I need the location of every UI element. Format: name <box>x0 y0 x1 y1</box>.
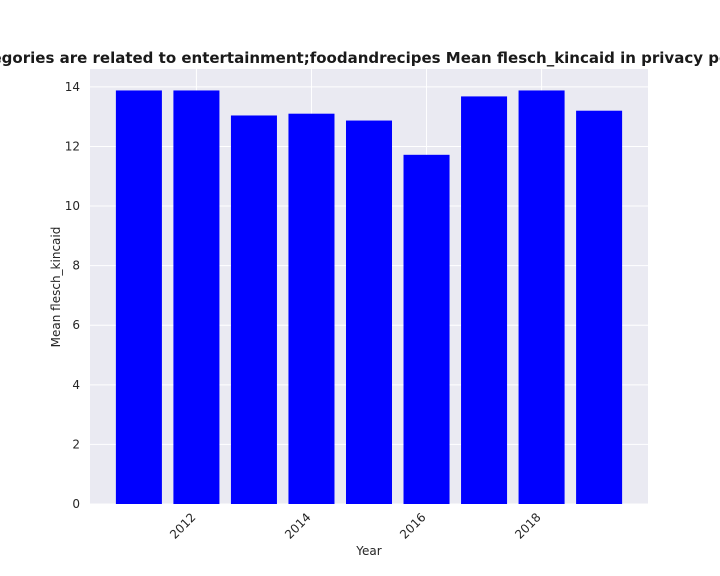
x-tick-label: 2018 <box>512 510 543 541</box>
y-tick-label: 2 <box>72 437 80 451</box>
y-tick-label: 6 <box>72 318 80 332</box>
x-tick-label: 2012 <box>167 510 198 541</box>
y-tick-label: 4 <box>72 378 80 392</box>
bar <box>345 120 393 504</box>
x-axis-ticks: 2012 2014 2016 2018 <box>167 510 544 541</box>
x-tick-label: 2016 <box>397 510 428 541</box>
y-tick-label: 10 <box>65 199 80 213</box>
bar <box>518 90 565 504</box>
y-tick-label: 14 <box>65 80 80 94</box>
bar <box>173 90 220 504</box>
x-axis-label: Year <box>355 544 381 558</box>
bar <box>288 113 335 505</box>
y-tick-label: 0 <box>72 497 80 511</box>
bar <box>403 154 450 504</box>
bar <box>576 110 623 504</box>
chart-title: categories are related to entertainment;… <box>0 49 720 67</box>
y-axis-label: Mean flesch_kincaid <box>49 227 63 348</box>
y-tick-label: 8 <box>72 259 80 273</box>
bars <box>115 90 623 505</box>
bar <box>461 96 508 505</box>
bar <box>115 90 162 504</box>
y-tick-label: 12 <box>65 139 80 153</box>
x-tick-label: 2014 <box>282 510 313 541</box>
bar <box>230 115 277 504</box>
y-axis-ticks: 0 2 4 6 8 10 12 14 <box>65 80 80 511</box>
